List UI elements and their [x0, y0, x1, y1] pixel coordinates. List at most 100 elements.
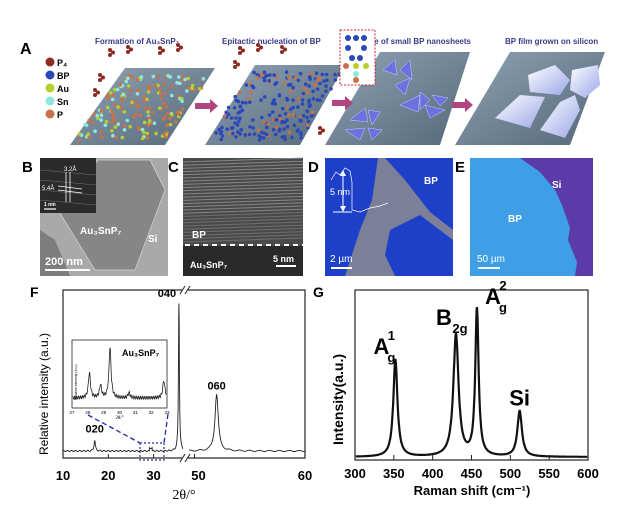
- atom: [234, 116, 238, 120]
- fringe: [182, 227, 304, 233]
- atom: [239, 128, 243, 132]
- atom: [201, 77, 206, 81]
- atom: [333, 72, 337, 77]
- atom: [86, 132, 91, 136]
- atom: [162, 82, 166, 86]
- atom: [314, 71, 319, 75]
- fringe: [182, 215, 304, 221]
- atom: [280, 119, 285, 124]
- atom: [165, 123, 169, 128]
- p4-molecule: [176, 43, 180, 47]
- legend-label: BP: [57, 71, 70, 81]
- fringe: [182, 202, 304, 208]
- atom: [320, 94, 325, 98]
- inset-y-axis-label: Relative intensity (a.u.): [74, 364, 78, 400]
- atom: [280, 106, 285, 111]
- atom: [250, 84, 255, 88]
- substrate-label: Si: [148, 234, 158, 245]
- atom: [96, 116, 100, 121]
- atom: [87, 118, 91, 123]
- atom: [99, 135, 104, 140]
- lattice-spacing: 5.4Å: [42, 185, 54, 192]
- p4-molecule: [256, 48, 260, 52]
- atom: [293, 76, 297, 80]
- atom: [267, 113, 272, 117]
- atom: [329, 87, 333, 91]
- atom: [270, 110, 275, 114]
- atom: [135, 104, 139, 108]
- atom: [286, 113, 291, 117]
- atom: [154, 131, 158, 136]
- atom: [120, 99, 124, 103]
- atom: [284, 70, 289, 74]
- fringe: [182, 186, 304, 192]
- atom: [287, 83, 291, 87]
- atom: [261, 136, 266, 140]
- legend-label: Sn: [57, 97, 69, 107]
- atom: [353, 63, 359, 69]
- inset-x-tick-label: 29: [101, 410, 107, 415]
- fringe: [182, 183, 304, 189]
- zoom-region-box: [139, 442, 165, 461]
- atom: [285, 106, 290, 110]
- atom: [249, 90, 253, 95]
- atom: [175, 110, 179, 114]
- atom: [255, 75, 259, 80]
- atom: [277, 93, 282, 97]
- atom: [232, 106, 237, 110]
- atom: [116, 122, 120, 126]
- peak-label: 040: [158, 288, 176, 300]
- step-title-1: Formation of Au₃SnP₇: [95, 37, 179, 46]
- atom: [325, 78, 329, 83]
- inset-x-tick-label: 32: [149, 410, 155, 415]
- atom: [311, 89, 315, 94]
- bp-nanosheet: [382, 59, 398, 76]
- atom: [308, 77, 312, 81]
- atom: [136, 126, 141, 130]
- panel-letter: B: [22, 159, 33, 176]
- atom: [118, 83, 122, 87]
- peak-label-subscript: 2g: [452, 321, 467, 336]
- p4-molecule: [233, 60, 237, 64]
- atom: [145, 131, 149, 136]
- atom: [302, 86, 307, 91]
- p4-molecule: [259, 45, 263, 50]
- atom: [298, 118, 303, 123]
- atom: [247, 96, 251, 101]
- step-height-label: 5 nm: [330, 187, 350, 197]
- step-title-3: Fuse of small BP nanosheets: [360, 37, 472, 46]
- atom: [333, 78, 338, 82]
- atom: [103, 123, 108, 127]
- atom: [318, 81, 322, 86]
- atom: [111, 93, 115, 98]
- atom: [296, 78, 301, 83]
- atom: [303, 82, 308, 87]
- bp-nanosheet: [367, 109, 381, 126]
- atom: [230, 126, 235, 130]
- xrd-curve: [188, 393, 305, 453]
- atom: [267, 79, 272, 83]
- atom: [174, 120, 178, 124]
- p4-molecule: [108, 48, 112, 52]
- atom: [112, 118, 116, 123]
- atom: [240, 100, 245, 105]
- atom: [220, 125, 224, 130]
- axis-break: [182, 286, 188, 294]
- p4-molecule: [179, 45, 183, 50]
- panel-b: B 3.2Å 5.4Å 1 nm Au₃SnP₇ Si 200 nm: [22, 158, 168, 276]
- atom: [297, 97, 301, 102]
- atom: [291, 85, 295, 90]
- atom: [99, 109, 104, 113]
- atom: [306, 123, 310, 127]
- x-axis-label: Raman shift (cm⁻¹): [414, 483, 531, 498]
- panel-e: E Si BP 50 µm: [455, 158, 593, 276]
- p4-molecule: [126, 45, 130, 49]
- atom: [130, 100, 134, 105]
- atom: [229, 116, 234, 120]
- atom: [282, 127, 286, 131]
- atom: [136, 88, 141, 93]
- atom: [142, 99, 147, 104]
- atom: [159, 91, 163, 96]
- atom: [83, 122, 87, 127]
- atom: [257, 138, 262, 142]
